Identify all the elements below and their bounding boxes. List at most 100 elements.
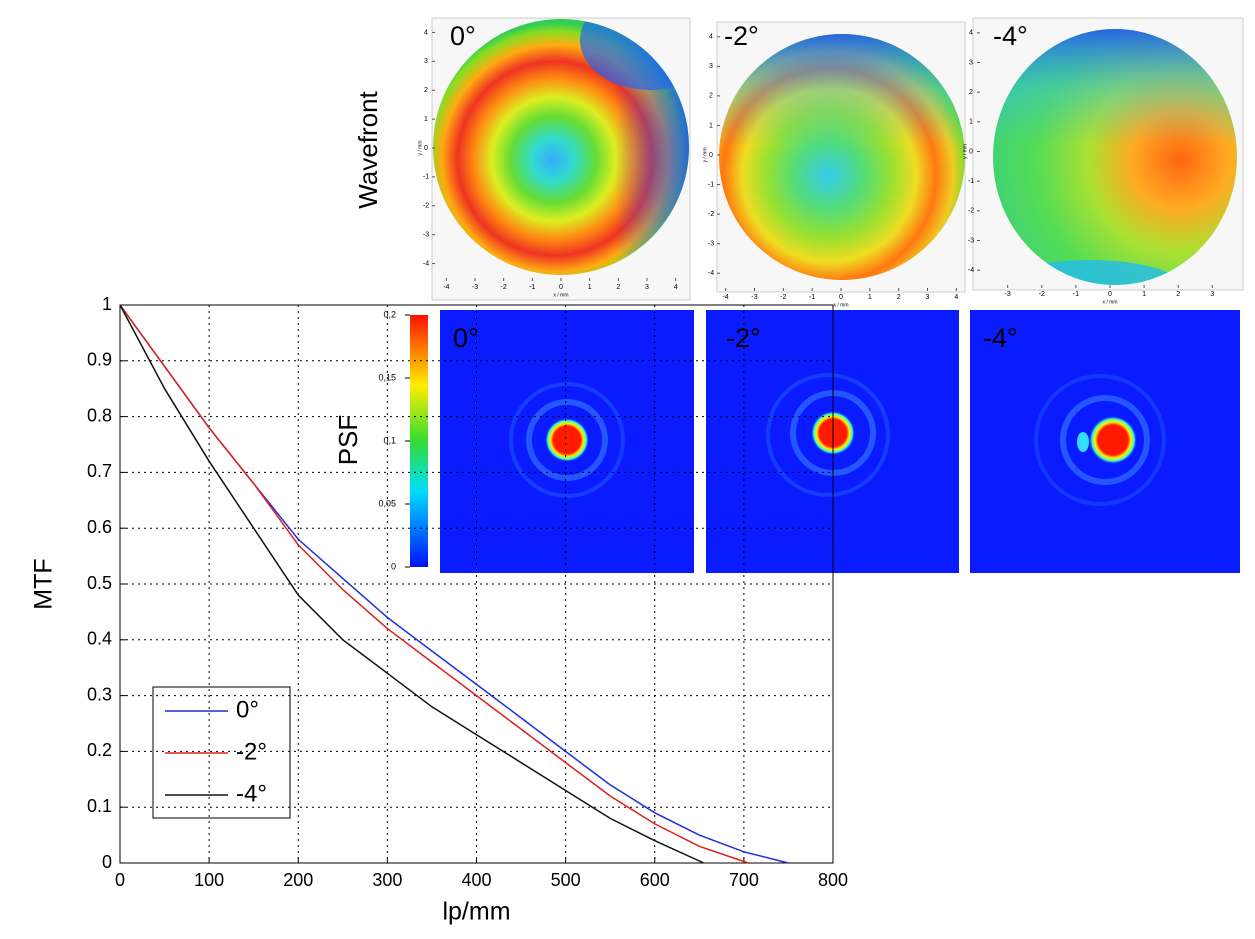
x-tick-label: -2 [1039, 291, 1045, 298]
x-tick-label: 100 [194, 870, 224, 890]
x-tick-label: 2 [616, 284, 620, 291]
y-tick-label: 0.9 [87, 350, 112, 370]
x-tick-label: 400 [461, 870, 491, 890]
y-tick-label: 0.6 [87, 517, 112, 537]
y-tick-label: 2 [969, 89, 973, 96]
y-tick-label: 3 [969, 59, 973, 66]
y-tick-label: -1 [423, 174, 429, 181]
x-tick-label: 3 [645, 284, 649, 291]
x-tick-label: -1 [529, 284, 535, 291]
y-tick-label: -2 [708, 211, 714, 218]
y-tick-label: -3 [708, 241, 714, 248]
y-tick-label: -4 [968, 267, 974, 274]
y-tick-label: -1 [968, 178, 974, 185]
mtf-line [119, 304, 705, 864]
x-tick-label: -1 [809, 294, 815, 301]
x-tick-label: 600 [640, 870, 670, 890]
y-axis-label: MTF [30, 558, 58, 609]
y-tick-label: 0.8 [87, 405, 112, 425]
x-tick-label: 3 [926, 294, 930, 301]
y-tick-label: -3 [423, 232, 429, 239]
x-tick-label: 1 [868, 294, 872, 301]
colorbar-label: 0 [391, 561, 396, 571]
x-tick-label: 2 [1176, 291, 1180, 298]
panel-title: -2° [724, 21, 759, 51]
x-tick-label: 2 [897, 294, 901, 301]
legend-label: -4° [236, 780, 267, 807]
y-tick-label: 0 [709, 152, 713, 159]
psf-image [970, 310, 1240, 573]
x-axis-label: x / mm [1103, 299, 1118, 305]
y-tick-label: 2 [424, 87, 428, 94]
colorbar-label: 0,05 [378, 498, 396, 508]
y-tick-label: -2 [423, 203, 429, 210]
wavefront-map [433, 19, 689, 275]
y-axis-label: y / mm [962, 144, 968, 159]
y-axis-label: y / mm [417, 141, 423, 156]
x-tick-label: 500 [551, 870, 581, 890]
x-tick-label: 200 [283, 870, 313, 890]
y-tick-label: 0.7 [87, 461, 112, 481]
x-tick-label: -3 [751, 294, 757, 301]
y-tick-label: 4 [709, 34, 713, 41]
x-tick-label: 3 [1210, 291, 1214, 298]
x-tick-label: -3 [472, 284, 478, 291]
x-tick-label: -1 [1073, 291, 1079, 298]
panel-title: 0° [453, 323, 479, 353]
y-tick-label: 0.4 [87, 629, 112, 649]
y-tick-label: -3 [968, 237, 974, 244]
legend-label: -2° [236, 738, 267, 765]
legend-label: 0° [236, 696, 259, 723]
panel-title: -4° [993, 21, 1028, 51]
y-tick-label: -2 [968, 208, 974, 215]
x-tick-label: 0 [1108, 291, 1112, 298]
x-tick-label: 0 [559, 284, 563, 291]
x-axis-label: lp/mm [442, 898, 510, 926]
side-label: Wavefront [353, 90, 383, 208]
y-tick-label: 0.2 [87, 740, 112, 760]
x-tick-label: -3 [1005, 291, 1011, 298]
y-tick-label: 0 [102, 852, 112, 872]
colorbar-label: 0,1 [383, 435, 396, 445]
x-tick-label: 0 [839, 294, 843, 301]
y-tick-label: -4 [423, 260, 429, 267]
x-tick-label: -4 [443, 284, 449, 291]
colorbar-label: 0,2 [383, 309, 396, 319]
x-tick-label: -4 [723, 294, 729, 301]
x-tick-label: 1 [588, 284, 592, 291]
y-tick-label: 0 [424, 145, 428, 152]
y-tick-label: 1 [709, 122, 713, 129]
y-tick-label: -4 [708, 270, 714, 277]
panel-title: 0° [450, 21, 476, 51]
x-tick-label: -2 [501, 284, 507, 291]
x-tick-label: 800 [818, 870, 848, 890]
y-tick-label: 3 [709, 63, 713, 70]
x-tick-label: 4 [674, 284, 678, 291]
wavefront-map [993, 29, 1237, 285]
y-tick-label: 3 [424, 58, 428, 65]
panel-title: -2° [726, 323, 761, 353]
x-tick-label: 1 [1142, 291, 1146, 298]
y-tick-label: 0.3 [87, 684, 112, 704]
y-tick-label: 0.5 [87, 573, 112, 593]
wavefront-map [719, 34, 965, 280]
x-tick-label: 300 [372, 870, 402, 890]
panel-title: -4° [983, 323, 1018, 353]
side-label: PSF [333, 415, 363, 466]
y-axis-label: y / mm [702, 148, 708, 163]
y-tick-label: -1 [708, 181, 714, 188]
x-axis-label: x / mm [834, 302, 849, 308]
x-tick-label: 700 [729, 870, 759, 890]
y-tick-label: 1 [102, 294, 112, 314]
psf-image [440, 310, 694, 573]
y-tick-label: 2 [709, 93, 713, 100]
x-tick-label: -2 [780, 294, 786, 301]
x-tick-label: 4 [954, 294, 958, 301]
y-tick-label: 0.1 [87, 796, 112, 816]
x-tick-label: 0 [115, 870, 125, 890]
y-tick-label: 1 [969, 119, 973, 126]
colorbar [410, 315, 428, 567]
mtf-line [119, 304, 749, 864]
colorbar-label: 0,15 [378, 372, 396, 382]
